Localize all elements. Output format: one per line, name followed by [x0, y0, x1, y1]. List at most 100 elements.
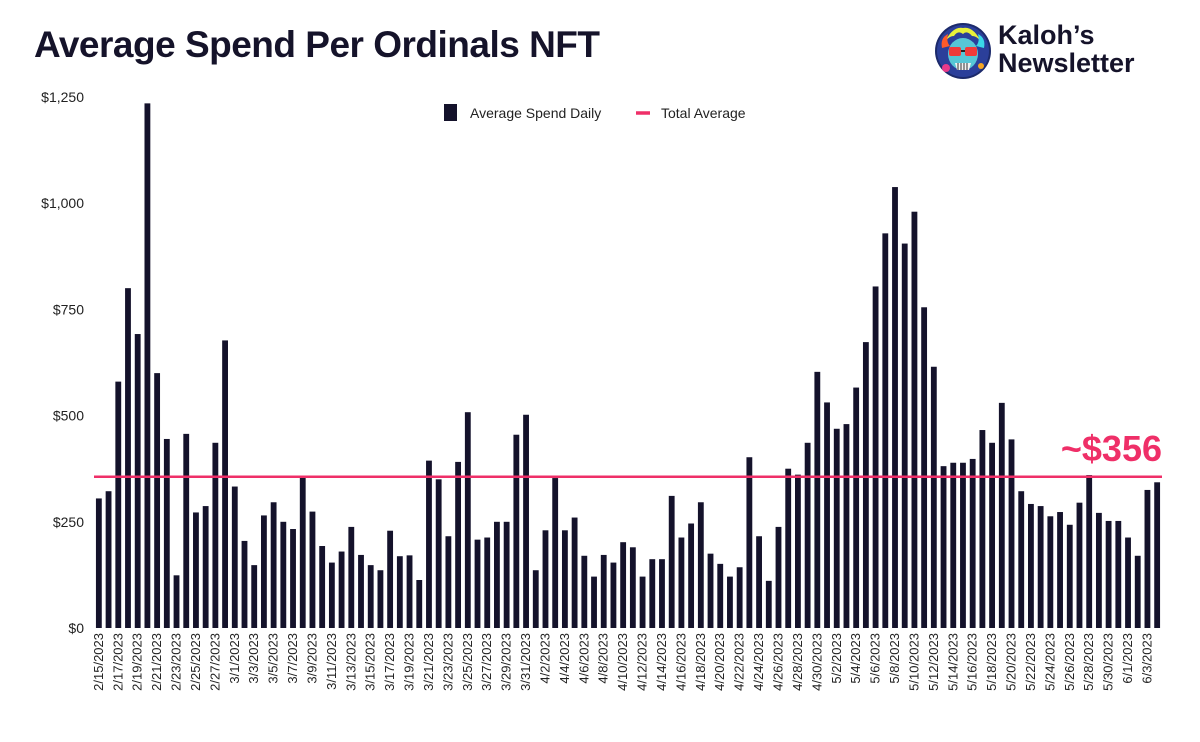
bar — [717, 563, 724, 628]
bar — [668, 495, 675, 628]
average-line-group: ~$356 — [94, 428, 1162, 479]
x-tick-label: 4/24/2023 — [751, 633, 766, 691]
x-tick-label: 4/28/2023 — [790, 633, 805, 691]
bar — [921, 307, 928, 628]
x-tick-label: 3/25/2023 — [460, 633, 475, 691]
brand-name-line2: Newsletter — [998, 48, 1135, 78]
x-tick-label: 5/10/2023 — [906, 633, 921, 691]
legend-label-total-average: Total Average — [661, 105, 746, 121]
x-tick-label: 5/26/2023 — [1062, 633, 1077, 691]
bar — [222, 340, 228, 628]
bar — [367, 565, 374, 628]
bar — [474, 539, 481, 628]
bar — [989, 442, 996, 628]
x-tick-label: 2/15/2023 — [91, 633, 106, 691]
bar — [319, 546, 326, 628]
bar — [736, 567, 743, 628]
bar — [464, 412, 471, 628]
bar — [387, 530, 394, 628]
bar — [882, 233, 889, 629]
bar — [231, 486, 238, 628]
average-value-label: ~$356 — [1061, 428, 1162, 469]
bar — [523, 414, 529, 628]
bar — [1047, 516, 1054, 628]
x-tick-label: 4/26/2023 — [770, 633, 785, 691]
bar — [552, 478, 559, 628]
x-tick-label: 3/3/2023 — [246, 633, 261, 684]
bar — [756, 536, 762, 628]
bar — [765, 580, 772, 628]
bar — [979, 430, 986, 628]
x-tick-label: 5/14/2023 — [945, 633, 960, 691]
x-tick-label: 6/3/2023 — [1139, 633, 1154, 684]
x-tick-label: 2/27/2023 — [207, 633, 222, 691]
bar — [193, 512, 199, 628]
bar — [542, 530, 549, 628]
bar — [950, 462, 957, 628]
bar — [746, 457, 753, 628]
bar — [872, 286, 879, 628]
x-tick-label: 3/9/2023 — [304, 633, 319, 684]
bar — [173, 575, 180, 628]
x-tick-label: 5/28/2023 — [1081, 633, 1096, 691]
bar — [998, 402, 1005, 628]
x-tick-label: 3/1/2023 — [227, 633, 242, 684]
x-tick-label: 5/20/2023 — [1004, 633, 1019, 691]
y-tick-label: $1,250 — [41, 89, 84, 105]
bar — [445, 536, 452, 628]
bar — [212, 442, 219, 628]
bar — [183, 433, 190, 628]
bar — [290, 529, 296, 628]
x-tick-label: 4/20/2023 — [712, 633, 727, 691]
bar — [1095, 512, 1102, 628]
x-tick-label: 5/8/2023 — [887, 633, 902, 684]
x-tick-label: 3/27/2023 — [479, 633, 494, 691]
bar — [1028, 503, 1034, 628]
x-axis: 2/15/2023 2/17/2023 2/19/2023 2/21/2023 2/23… — [91, 633, 1155, 691]
bar — [1008, 439, 1015, 628]
bar — [629, 547, 636, 628]
skull-avatar-icon — [935, 23, 991, 79]
bar — [144, 103, 151, 629]
bar — [1115, 520, 1122, 628]
legend: Average Spend Daily Total Average — [444, 104, 746, 121]
y-tick-label: $250 — [53, 514, 84, 530]
bar — [600, 554, 607, 628]
brand-logo: Kaloh’s Newsletter — [934, 20, 1174, 84]
bar — [261, 515, 267, 628]
bar — [154, 373, 161, 628]
x-tick-label: 4/14/2023 — [654, 633, 669, 691]
bar — [969, 458, 976, 628]
x-tick-label: 5/18/2023 — [984, 633, 999, 691]
bar — [1154, 482, 1161, 628]
bar — [1144, 489, 1151, 628]
x-tick-label: 3/7/2023 — [285, 633, 300, 684]
bar — [455, 461, 462, 628]
x-tick-label: 4/2/2023 — [537, 633, 552, 684]
x-tick-label: 3/29/2023 — [499, 633, 514, 691]
x-tick-label: 5/4/2023 — [848, 633, 863, 684]
bar — [1018, 491, 1025, 628]
bar — [125, 288, 131, 628]
bar — [727, 576, 733, 628]
x-tick-label: 5/22/2023 — [1023, 633, 1038, 691]
bar — [338, 551, 345, 628]
bar — [892, 187, 898, 628]
bar — [853, 387, 860, 628]
x-tick-label: 3/21/2023 — [421, 633, 436, 691]
legend-swatch-bar — [444, 104, 457, 121]
bar — [940, 466, 947, 628]
x-tick-label: 4/30/2023 — [809, 633, 824, 691]
y-tick-label: $750 — [53, 301, 84, 317]
bar — [795, 474, 801, 628]
x-tick-label: 3/11/2023 — [324, 633, 339, 690]
bar — [494, 521, 500, 628]
bar — [484, 537, 491, 628]
bar — [649, 559, 656, 628]
bar — [348, 526, 355, 628]
bar — [202, 506, 209, 628]
bar — [707, 553, 714, 628]
bar-series — [95, 103, 1161, 629]
bar — [513, 434, 520, 628]
